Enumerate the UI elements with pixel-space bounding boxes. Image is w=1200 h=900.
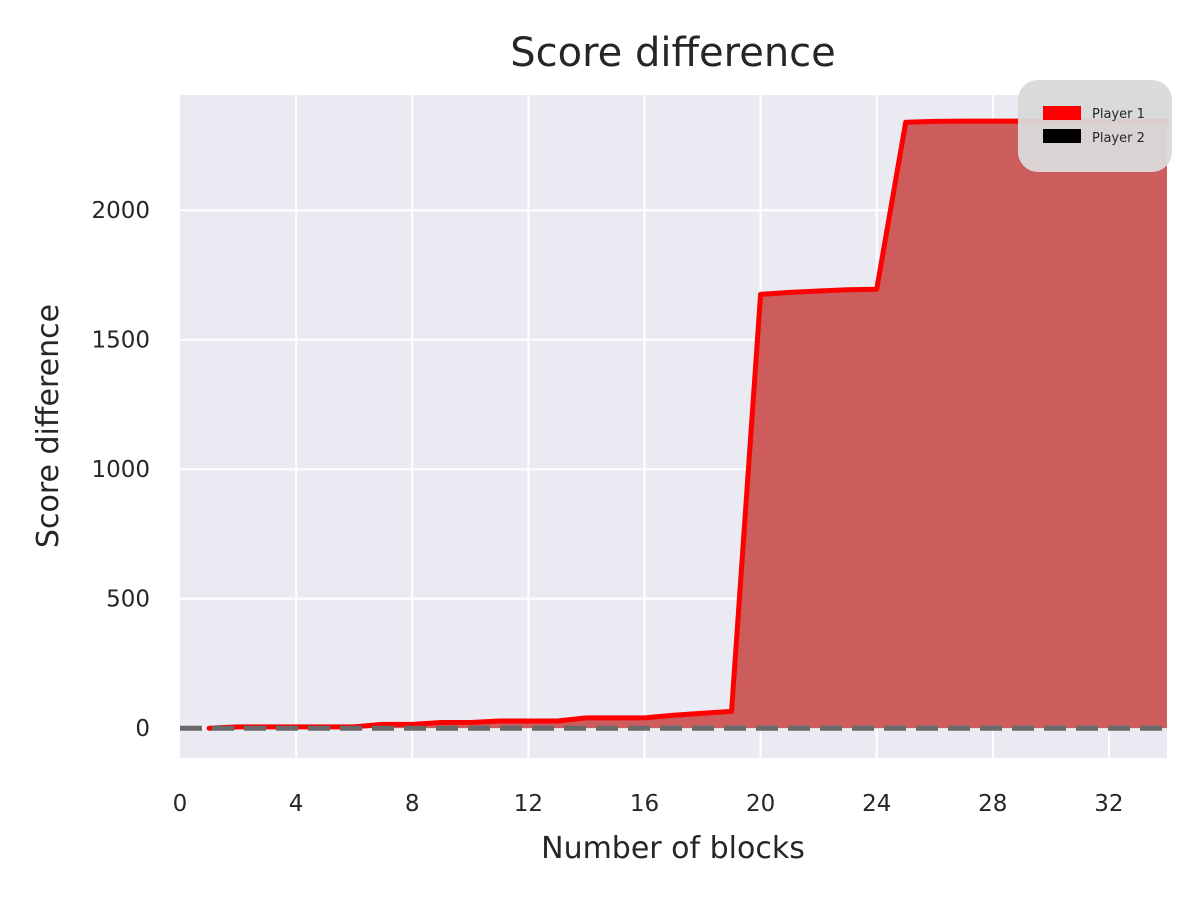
series-area — [180, 118, 1170, 731]
player-1-area-fill — [209, 121, 1167, 729]
x-tick-label: 0 — [173, 791, 188, 817]
legend-label-player-2: Player 2 — [1092, 131, 1145, 146]
x-tick-label: 20 — [746, 791, 775, 817]
x-tick-label: 4 — [289, 791, 304, 817]
y-tick-label: 2000 — [91, 198, 150, 224]
x-tick-label: 12 — [514, 791, 543, 817]
x-tick-label: 16 — [630, 791, 659, 817]
player-1-line — [206, 118, 1170, 731]
chart-title: Score difference — [510, 30, 836, 76]
y-tick-label: 1000 — [91, 457, 150, 483]
y-axis-label: Score difference — [31, 304, 66, 548]
legend-swatch-player-1 — [1043, 106, 1081, 120]
x-tick-label: 28 — [978, 791, 1007, 817]
x-axis-label: Number of blocks — [541, 831, 805, 866]
legend-label-player-1: Player 1 — [1092, 107, 1145, 122]
y-tick-label: 1500 — [91, 328, 150, 354]
x-tick-label: 32 — [1094, 791, 1123, 817]
legend: Player 1 Player 2 — [1018, 80, 1172, 172]
legend-box — [1018, 80, 1172, 172]
y-tick-label: 500 — [106, 587, 150, 613]
legend-swatch-player-2 — [1043, 129, 1081, 143]
y-tick-label: 0 — [135, 716, 150, 742]
x-tick-label: 8 — [405, 791, 420, 817]
x-tick-label: 24 — [862, 791, 891, 817]
tick-labels: 0 4 8 12 16 20 24 28 32 0 500 1000 1500 2000 — [91, 198, 1123, 817]
